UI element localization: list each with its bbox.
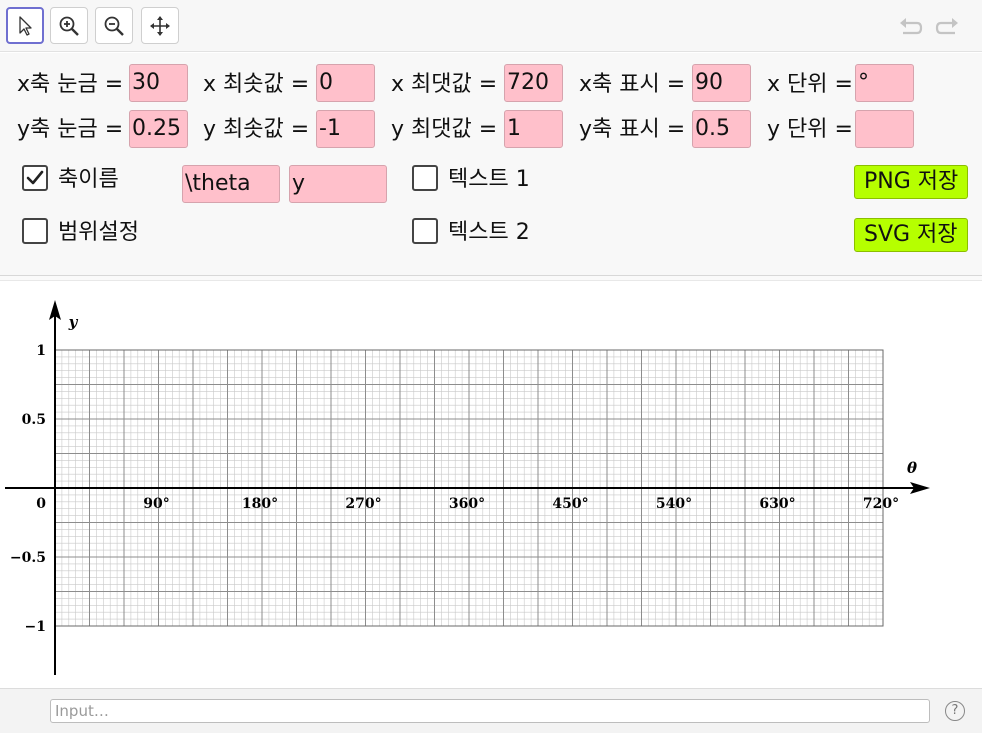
- y-axis-name: y: [68, 313, 79, 331]
- svg-save-button[interactable]: SVG 저장: [854, 218, 968, 252]
- x-tick-label: x축 눈금 =: [17, 72, 124, 97]
- x-min-label: x 최솟값 =: [203, 72, 310, 97]
- graphics-view[interactable]: 90° 180° 270° 360° 450° 540° 630° 720° 1 0.5 0 −0.…: [0, 282, 982, 687]
- x-max-input[interactable]: 720: [504, 64, 563, 102]
- panel-divider: [0, 275, 982, 281]
- x-tick-label: 270°: [345, 496, 381, 512]
- y-tick-label: 0.5: [22, 412, 46, 428]
- input-bar: Input… ?: [0, 688, 982, 733]
- x-axis-arrow-icon: [910, 482, 930, 494]
- y-show-input[interactable]: 0.5: [692, 110, 751, 148]
- x-show-input[interactable]: 90: [692, 64, 751, 102]
- move-arrows-icon: [150, 15, 170, 36]
- y-tick-label: −0.5: [10, 550, 46, 566]
- y-axis-arrow-icon: [49, 300, 61, 320]
- y-min-input[interactable]: -1: [316, 110, 375, 148]
- text2-checkbox[interactable]: [412, 218, 438, 244]
- range-setting-label: 범위설정: [58, 220, 139, 245]
- axis-name-checkbox[interactable]: [22, 165, 48, 191]
- x-tick-label: 450°: [552, 496, 588, 512]
- zoom-out-button[interactable]: [95, 7, 133, 44]
- axis-name-label: 축이름: [58, 167, 119, 192]
- x-tick-input[interactable]: 30: [129, 64, 188, 102]
- zoom-in-icon: [59, 16, 79, 36]
- command-input[interactable]: Input…: [50, 699, 930, 723]
- x-min-input[interactable]: 0: [316, 64, 375, 102]
- x-tick-label: 720°: [863, 496, 899, 512]
- x-max-label: x 최댓값 =: [391, 72, 498, 97]
- text1-checkbox[interactable]: [412, 165, 438, 191]
- x-tick-label: 180°: [242, 496, 278, 512]
- x-unit-label: x 단위 =: [767, 72, 853, 97]
- y-max-input[interactable]: 1: [504, 110, 563, 148]
- range-setting-checkbox[interactable]: [22, 218, 48, 244]
- redo-icon[interactable]: [934, 13, 962, 41]
- x-unit-input[interactable]: °: [855, 64, 914, 102]
- y-axis-name-input[interactable]: y: [289, 165, 387, 203]
- y-max-label: y 최댓값 =: [391, 117, 498, 142]
- move-tool-button[interactable]: [6, 7, 44, 44]
- text2-label: 텍스트 2: [448, 220, 530, 245]
- checkmark-icon: [26, 170, 44, 185]
- help-icon[interactable]: ?: [945, 701, 965, 721]
- undo-icon[interactable]: [896, 13, 924, 41]
- y-tick-input[interactable]: 0.25: [129, 110, 188, 148]
- y-show-label: y축 표시 =: [579, 117, 686, 142]
- move-graphics-button[interactable]: [141, 7, 179, 44]
- toolbar: [0, 0, 982, 52]
- zoom-in-button[interactable]: [50, 7, 88, 44]
- cursor-arrow-icon: [19, 15, 32, 36]
- settings-panel: x축 눈금 = 30 x 최솟값 = 0 x 최댓값 = 720 x축 표시 =…: [0, 53, 982, 275]
- x-tick-label: 360°: [449, 496, 485, 512]
- y-tick-label: 1: [36, 343, 46, 359]
- png-save-button[interactable]: PNG 저장: [854, 165, 969, 199]
- x-tick-label: 90°: [143, 496, 169, 512]
- y-unit-input[interactable]: [855, 110, 914, 148]
- y-tick-label: 0: [36, 496, 46, 512]
- zoom-out-icon: [104, 16, 124, 36]
- y-min-label: y 최솟값 =: [203, 117, 310, 142]
- x-show-label: x축 표시 =: [579, 72, 686, 97]
- x-tick-label: 630°: [759, 496, 795, 512]
- text1-label: 텍스트 1: [448, 167, 530, 192]
- y-tick-label: y축 눈금 =: [17, 117, 124, 142]
- y-unit-label: y 단위 =: [767, 117, 853, 142]
- x-axis-name-input[interactable]: \theta: [182, 165, 280, 203]
- y-tick-label: −1: [25, 619, 46, 635]
- x-tick-label: 540°: [656, 496, 692, 512]
- graph-canvas: 90° 180° 270° 360° 450° 540° 630° 720° 1 0.5 0 −0.…: [5, 300, 930, 675]
- x-axis-name: θ: [907, 459, 917, 477]
